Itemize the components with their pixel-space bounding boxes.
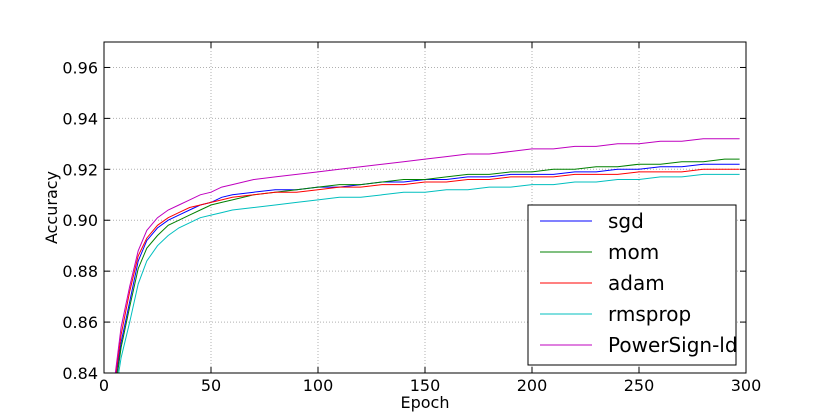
- y-axis-title: Accuracy: [42, 171, 61, 244]
- legend-label: PowerSign-ld: [608, 333, 738, 357]
- x-tick-label: 100: [303, 376, 334, 395]
- series-line-powersign-ld: [114, 138, 740, 373]
- x-axis-title: Epoch: [401, 393, 450, 412]
- y-tick-label: 0.90: [62, 211, 98, 230]
- legend-label: mom: [608, 240, 659, 264]
- x-tick-label: 250: [624, 376, 655, 395]
- ticks: 0 50 100 150 200 250 300 0.84 0.86 0.88 0.90 0.92 0.…: [62, 42, 761, 395]
- series-line-mom: [117, 158, 740, 373]
- series-lines: [114, 138, 740, 373]
- y-tick-label: 0.86: [62, 313, 98, 332]
- y-tick-label: 0.92: [62, 160, 98, 179]
- legend-label: adam: [608, 271, 665, 295]
- legend-box: [527, 204, 737, 366]
- x-tick-label: 300: [731, 376, 762, 395]
- y-tick-label: 0.94: [62, 109, 98, 128]
- x-tick-label: 200: [517, 376, 548, 395]
- legend-label: sgd: [608, 209, 644, 233]
- legend-label: rmsprop: [608, 302, 691, 326]
- y-tick-label: 0.96: [62, 58, 98, 77]
- x-tick-label: 150: [410, 376, 441, 395]
- y-tick-label: 0.88: [62, 262, 98, 281]
- y-tick-label: 0.84: [62, 364, 98, 383]
- legend: sgd mom adam rmsprop PowerSign-ld: [527, 204, 738, 366]
- x-tick-label: 50: [201, 376, 221, 395]
- x-tick-label: 0: [99, 376, 109, 395]
- series-line-rmsprop: [118, 173, 740, 373]
- series-line-adam: [115, 168, 740, 373]
